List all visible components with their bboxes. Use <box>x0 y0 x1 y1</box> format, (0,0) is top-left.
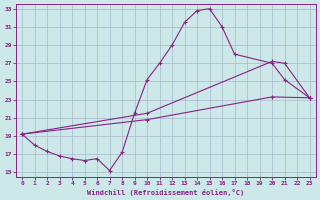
X-axis label: Windchill (Refroidissement éolien,°C): Windchill (Refroidissement éolien,°C) <box>87 189 244 196</box>
